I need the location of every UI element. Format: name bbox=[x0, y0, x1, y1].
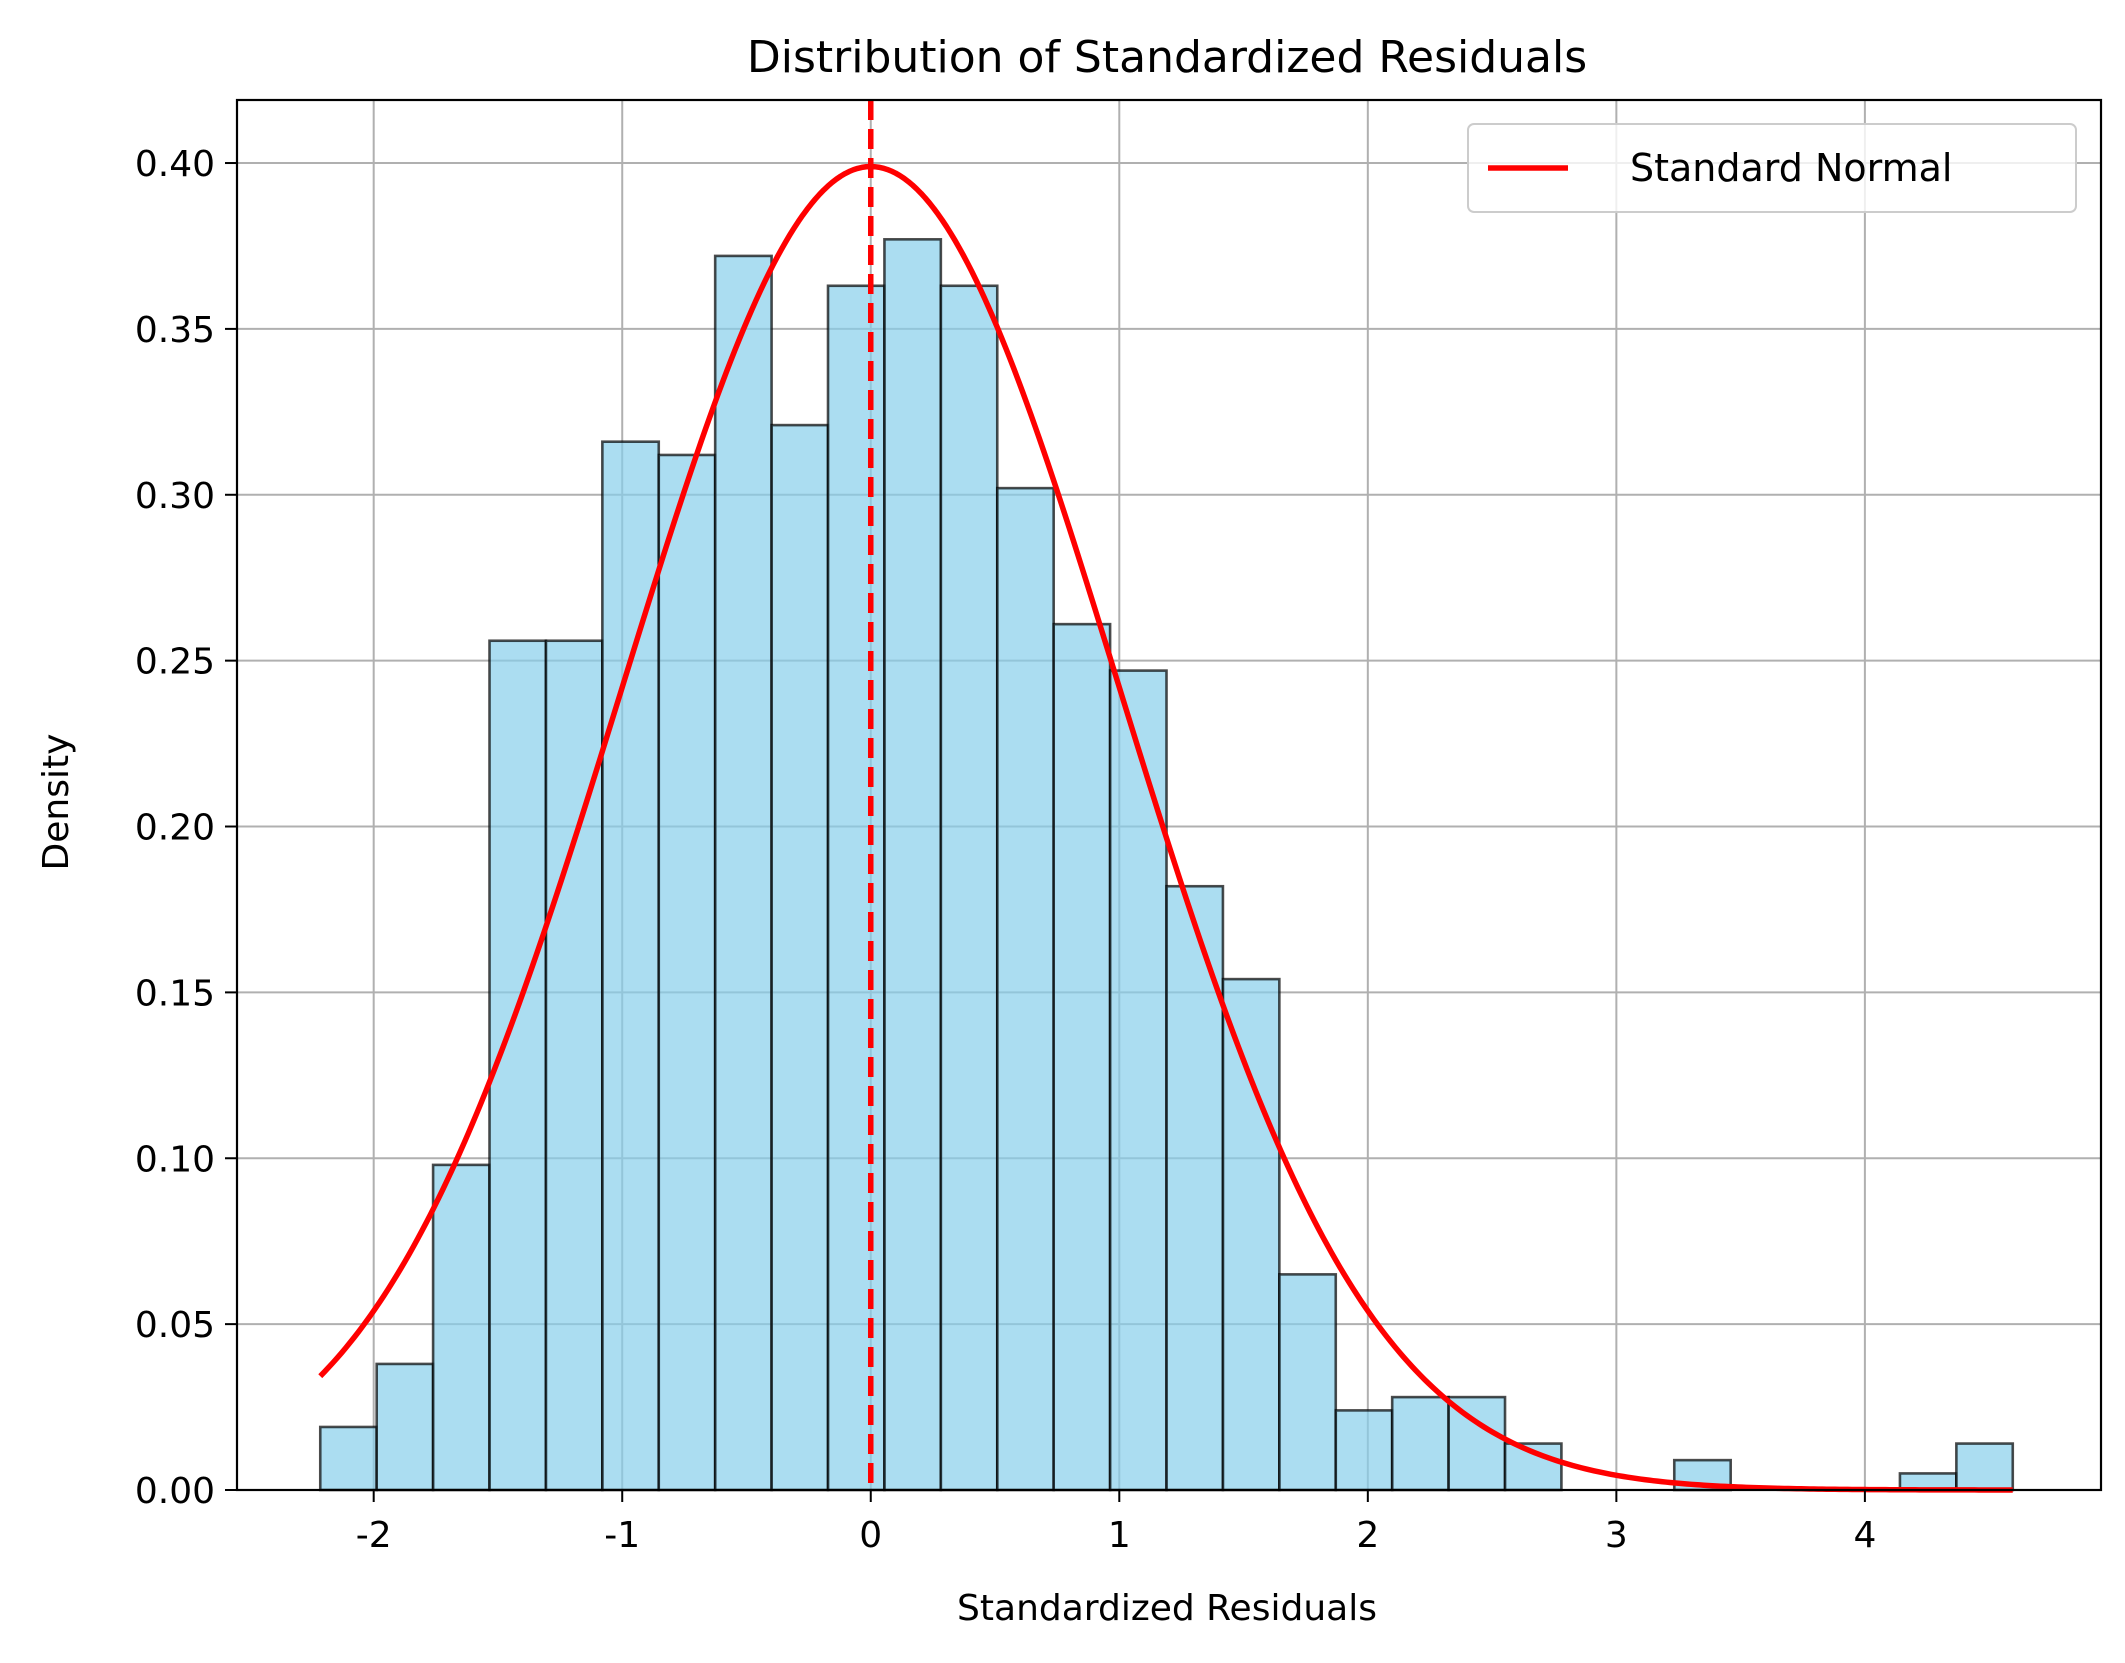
histogram-bar bbox=[431, 1163, 491, 1492]
histogram-bar bbox=[1955, 1442, 2015, 1492]
y-tick-label: 0.40 bbox=[135, 144, 215, 185]
histogram-bar bbox=[1447, 1395, 1507, 1492]
y-tick-label: 0.10 bbox=[135, 1139, 215, 1180]
histogram-bar bbox=[939, 284, 999, 1492]
y-tick-label: 0.05 bbox=[135, 1305, 215, 1346]
y-tick-label: 0.30 bbox=[135, 476, 215, 517]
y-tick-label: 0.35 bbox=[135, 310, 215, 351]
x-tick-label: 4 bbox=[1853, 1515, 1876, 1556]
histogram-bar bbox=[318, 1425, 378, 1492]
legend-box bbox=[1467, 123, 2077, 213]
y-axis-label: Density bbox=[36, 734, 77, 871]
standard-normal-curve bbox=[318, 163, 2013, 1493]
x-axis-label: Standardized Residuals bbox=[957, 1588, 1377, 1629]
series-lines bbox=[318, 100, 2013, 1493]
axis-ticks: -2 -1 0 1 2 3 4 0.00 0.05 0.10 0.15 0.20 0.25 0.30 0.3… bbox=[135, 144, 1877, 1556]
histogram-bar bbox=[1221, 977, 1281, 1492]
x-tick-label: 2 bbox=[1356, 1515, 1379, 1556]
histogram-bar bbox=[375, 1362, 435, 1492]
x-tick-label: 0 bbox=[859, 1515, 882, 1556]
legend-label-standard-normal: Standard Normal bbox=[1630, 146, 1952, 190]
histogram-bar bbox=[995, 486, 1055, 1492]
histogram-bar bbox=[826, 284, 886, 1492]
histogram-bar bbox=[883, 238, 943, 1492]
histogram-bar bbox=[713, 254, 773, 1492]
histogram-bar bbox=[657, 453, 717, 1492]
histogram-bar bbox=[544, 639, 604, 1492]
legend: Standard Normal bbox=[1467, 123, 2077, 213]
axes-frame bbox=[235, 98, 2103, 1492]
y-tick-label: 0.25 bbox=[135, 642, 215, 683]
histogram-bar bbox=[1390, 1395, 1450, 1492]
histogram-bar bbox=[1334, 1409, 1394, 1492]
x-tick-label: 3 bbox=[1605, 1515, 1628, 1556]
histogram-bar bbox=[1052, 622, 1112, 1492]
histogram-bar bbox=[1108, 669, 1168, 1492]
y-tick-label: 0.20 bbox=[135, 808, 215, 849]
chart-title: Distribution of Standardized Residuals bbox=[747, 32, 1587, 83]
x-tick-label: -1 bbox=[604, 1515, 640, 1556]
histogram-bar bbox=[1503, 1442, 1563, 1492]
y-tick-label: 0.00 bbox=[135, 1471, 215, 1512]
histogram-bar bbox=[770, 423, 830, 1492]
x-tick-label: 1 bbox=[1108, 1515, 1131, 1556]
x-tick-label: -2 bbox=[356, 1515, 392, 1556]
histogram-bar bbox=[1278, 1273, 1338, 1492]
y-tick-label: 0.15 bbox=[135, 973, 215, 1014]
histogram-bars bbox=[318, 238, 2015, 1492]
